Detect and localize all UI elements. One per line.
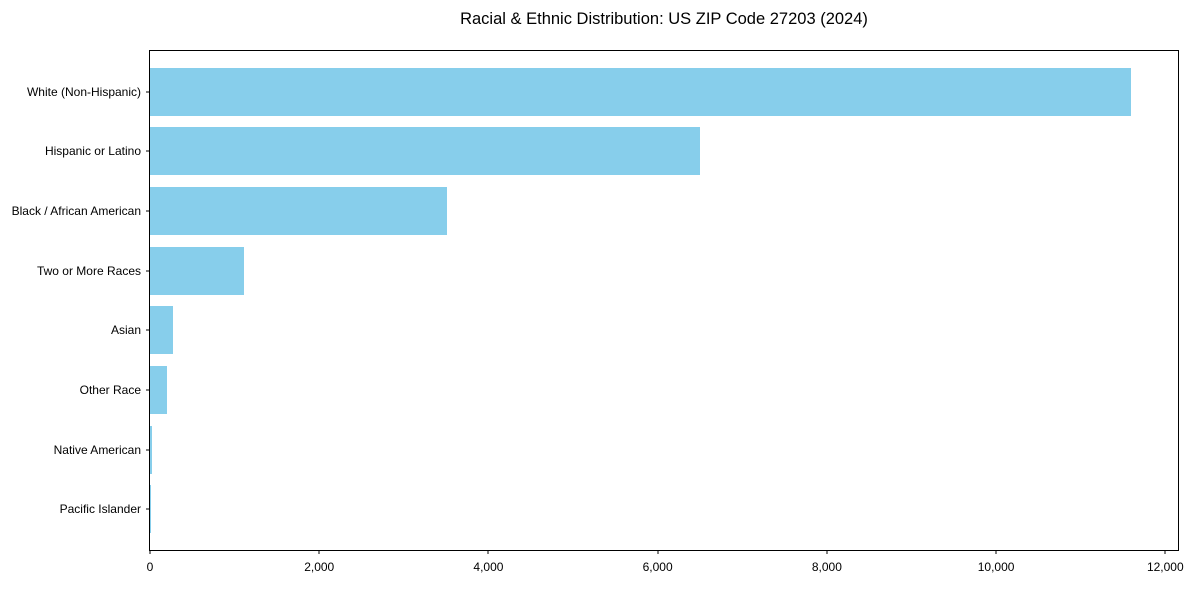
bar-row: Pacific Islander (60, 479, 1178, 539)
bar (150, 127, 700, 176)
plot-area: White (Non-Hispanic) Hispanic or Latino … (12, 50, 1184, 574)
bar-rows: White (Non-Hispanic) Hispanic or Latino … (12, 51, 1178, 550)
y-axis-label: Pacific Islander (59, 502, 141, 517)
x-tick-mark (1164, 550, 1166, 554)
x-tick-mark (995, 550, 997, 554)
y-tick-mark (146, 91, 150, 93)
bar (150, 365, 167, 414)
bar-row: Asian (111, 301, 1178, 361)
y-tick-mark (146, 270, 150, 272)
chart-title: Racial & Ethnic Distribution: US ZIP Cod… (460, 10, 868, 28)
x-tick-mark (487, 550, 489, 554)
y-tick-mark (146, 210, 150, 212)
x-tick-label: 10,000 (977, 560, 1015, 574)
y-tick-mark (146, 329, 150, 331)
y-axis-label: Two or More Races (36, 263, 141, 278)
y-tick-mark (146, 449, 150, 451)
x-tick-mark (318, 550, 320, 554)
x-tick-label: 6,000 (642, 560, 673, 574)
y-tick-mark (146, 150, 150, 152)
bar-row: Native American (54, 420, 1178, 480)
y-axis-label: Black / African American (11, 204, 141, 219)
bar-row: Hispanic or Latino (45, 122, 1178, 182)
y-axis-label: White (Non-Hispanic) (26, 84, 141, 99)
x-tick-label: 0 (146, 560, 154, 574)
bar-row: Black / African American (12, 181, 1178, 241)
x-tick-label: 8,000 (811, 560, 842, 574)
x-tick-mark (149, 550, 151, 554)
y-axis-label: Asian (110, 323, 141, 338)
bar (150, 187, 447, 236)
y-axis-label: Other Race (79, 382, 141, 397)
bar (150, 246, 244, 295)
x-tick-mark (657, 550, 659, 554)
x-tick-label: 2,000 (304, 560, 335, 574)
x-axis: 0 2,000 4,000 6,000 8,000 10,000 12,000 (147, 51, 1184, 574)
x-tick-label: 4,000 (473, 560, 504, 574)
y-axis-label: Native American (53, 442, 141, 457)
bar-row: White (Non-Hispanic) (27, 62, 1178, 122)
y-tick-mark (146, 508, 150, 510)
bar (150, 306, 173, 355)
x-tick-mark (826, 550, 828, 554)
y-tick-mark (146, 389, 150, 391)
bar-row: Two or More Races (37, 241, 1178, 301)
y-axis-label: Hispanic or Latino (44, 144, 141, 159)
bar (150, 67, 1131, 116)
x-tick-label: 12,000 (1146, 560, 1184, 574)
bar-row: Other Race (80, 360, 1178, 420)
bar (150, 425, 152, 474)
